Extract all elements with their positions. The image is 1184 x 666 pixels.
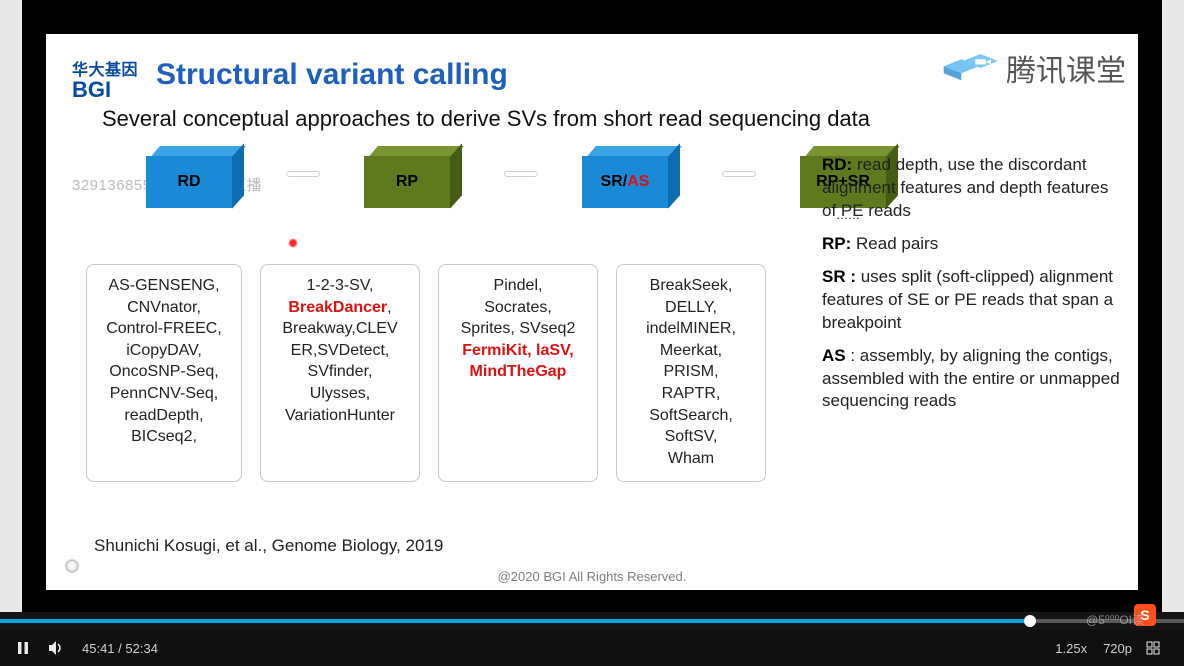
settings-button[interactable] (1140, 635, 1166, 661)
player-controls: 45:41 / 52:34 1.25x 720p (0, 630, 1184, 666)
definition-item: AS : assembly, by aligning the contigs, … (822, 345, 1122, 414)
tools-boxes-row: AS-GENSENG,CNVnator,Control-FREEC,iCopyD… (86, 264, 766, 482)
pause-icon (16, 641, 30, 655)
bgi-logo: 华大基因 BGI (72, 56, 146, 100)
tools-box-2: Pindel,Socrates,Sprites, SVseq2FermiKit,… (438, 264, 598, 482)
time-display: 45:41 / 52:34 (82, 641, 158, 656)
expand-icon (1146, 641, 1160, 655)
page-root: 华大基因 BGI Structural variant calling Seve… (0, 0, 1184, 666)
definition-item: RP: Read pairs (822, 233, 1122, 256)
cube-sr-as: SR/AS (582, 146, 678, 206)
pause-button[interactable] (10, 635, 36, 661)
cube-connector (722, 171, 756, 177)
cube-RD: RD (146, 146, 242, 206)
volume-icon (49, 641, 65, 655)
seek-bar[interactable] (0, 612, 1184, 630)
tools-box-1: 1-2-3-SV,BreakDancer,Breakway,CLEVER,SVD… (260, 264, 420, 482)
slide-title: Structural variant calling (156, 58, 508, 92)
watermark-text: 腾讯课堂 (1006, 46, 1126, 90)
time-current: 45:41 (82, 641, 115, 656)
cubes-row: RDRPSR/ASRP+SR…… (146, 146, 896, 206)
cube-connector (504, 171, 538, 177)
speed-display[interactable]: 1.25x (1055, 641, 1087, 656)
laser-pointer-dot (288, 238, 298, 248)
quality-display[interactable]: 720p (1103, 641, 1132, 656)
cube-RP: RP (364, 146, 460, 206)
cube-connector (286, 171, 320, 177)
citation: Shunichi Kosugi, et al., Genome Biology,… (94, 536, 443, 556)
volume-button[interactable] (44, 635, 70, 661)
definition-item: SR : uses split (soft-clipped) alignment… (822, 266, 1122, 335)
seek-knob[interactable] (1024, 615, 1036, 627)
definition-item: RD: read depth, use the discordant align… (822, 154, 1122, 223)
corner-watermark: @5⁰⁰⁰OI读 (1086, 611, 1144, 628)
definitions: RD: read depth, use the discordant align… (822, 154, 1122, 423)
logo-english: BGI (72, 80, 146, 100)
time-duration: 52:34 (125, 641, 158, 656)
tools-box-0: AS-GENSENG,CNVnator,Control-FREEC,iCopyD… (86, 264, 242, 482)
seek-played (0, 619, 1030, 623)
tencent-watermark: 腾讯课堂 (928, 46, 1126, 90)
graduation-cap-icon (928, 48, 998, 88)
slide: 华大基因 BGI Structural variant calling Seve… (46, 34, 1138, 590)
slide-subtitle: Several conceptual approaches to derive … (102, 106, 870, 132)
copyright: @2020 BGI All Rights Reserved. (46, 569, 1138, 584)
tools-box-3: BreakSeek,DELLY,indelMINER,Meerkat,PRISM… (616, 264, 766, 482)
